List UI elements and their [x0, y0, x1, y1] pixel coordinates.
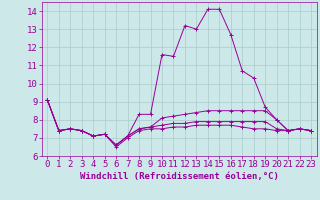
X-axis label: Windchill (Refroidissement éolien,°C): Windchill (Refroidissement éolien,°C): [80, 172, 279, 181]
